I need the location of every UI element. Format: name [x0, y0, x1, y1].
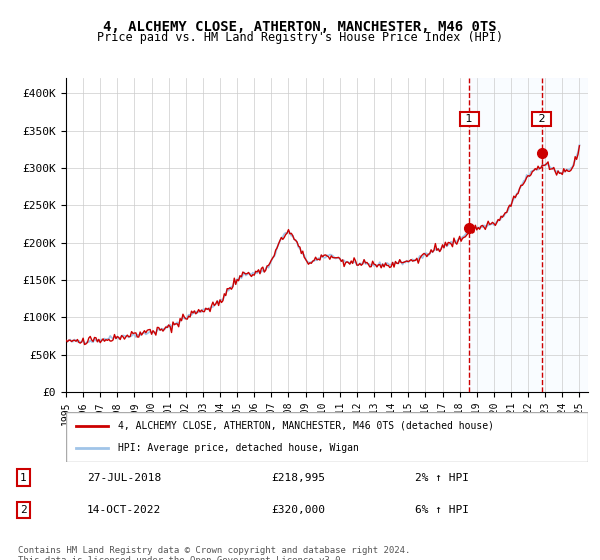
Text: 2: 2 — [535, 114, 548, 124]
Text: 2% ↑ HPI: 2% ↑ HPI — [415, 473, 469, 483]
Text: £320,000: £320,000 — [271, 505, 325, 515]
Text: 2: 2 — [20, 505, 27, 515]
Text: 4, ALCHEMY CLOSE, ATHERTON, MANCHESTER, M46 0TS (detached house): 4, ALCHEMY CLOSE, ATHERTON, MANCHESTER, … — [118, 421, 494, 431]
Text: £218,995: £218,995 — [271, 473, 325, 483]
Text: 14-OCT-2022: 14-OCT-2022 — [87, 505, 161, 515]
Text: 1: 1 — [20, 473, 27, 483]
FancyBboxPatch shape — [66, 412, 588, 462]
Text: 27-JUL-2018: 27-JUL-2018 — [87, 473, 161, 483]
Text: 6% ↑ HPI: 6% ↑ HPI — [415, 505, 469, 515]
Text: 1: 1 — [463, 114, 476, 124]
Text: 4, ALCHEMY CLOSE, ATHERTON, MANCHESTER, M46 0TS: 4, ALCHEMY CLOSE, ATHERTON, MANCHESTER, … — [103, 20, 497, 34]
Text: Price paid vs. HM Land Registry's House Price Index (HPI): Price paid vs. HM Land Registry's House … — [97, 31, 503, 44]
Text: Contains HM Land Registry data © Crown copyright and database right 2024.
This d: Contains HM Land Registry data © Crown c… — [18, 546, 410, 560]
Bar — [469, 78, 588, 392]
Text: HPI: Average price, detached house, Wigan: HPI: Average price, detached house, Wiga… — [118, 443, 359, 453]
